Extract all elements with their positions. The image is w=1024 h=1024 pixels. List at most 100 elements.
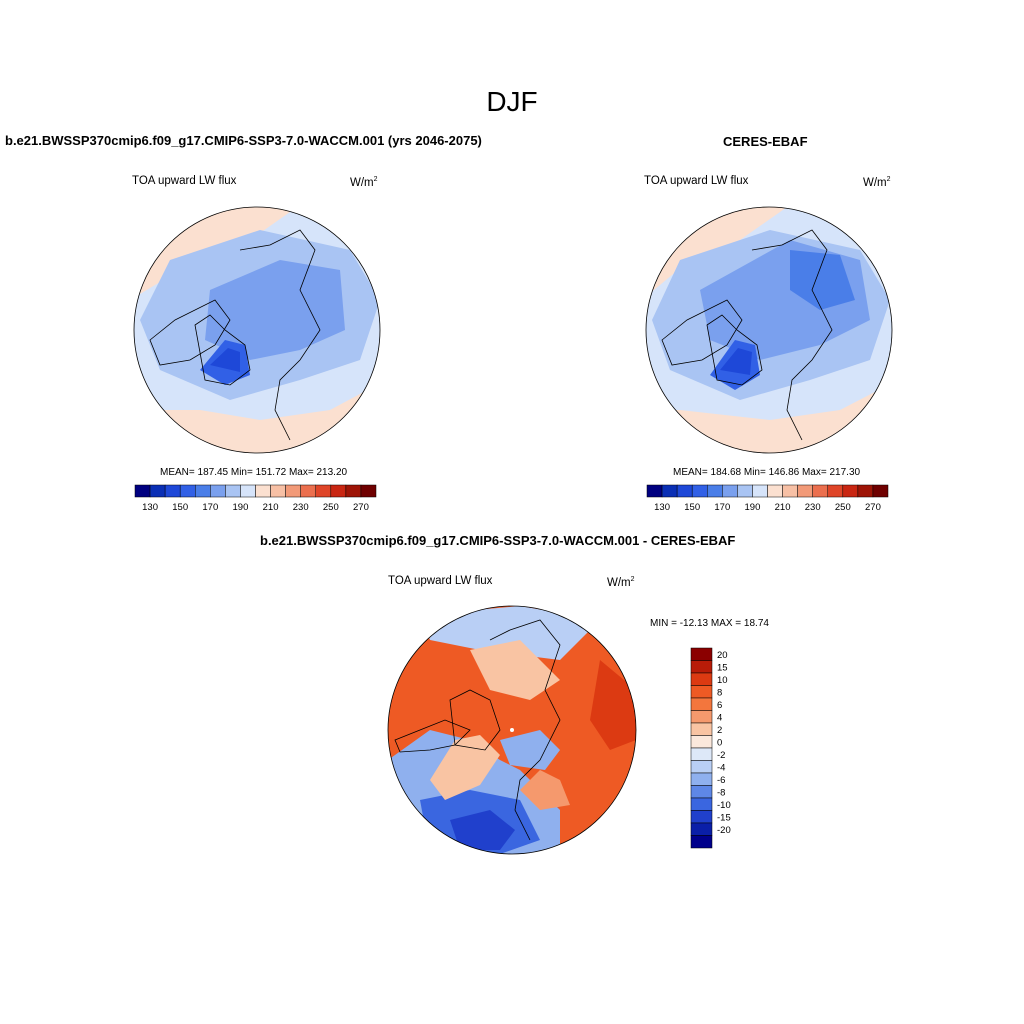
colorbar-swatch [827, 484, 844, 498]
colorbar-swatch [752, 484, 768, 498]
colorbar-swatch [149, 484, 166, 498]
positive-region [520, 770, 570, 810]
pole-marker [510, 728, 514, 732]
negative-region [420, 606, 600, 660]
colorbar-tick-label: 4 [717, 712, 722, 723]
colorbar-swatch [782, 484, 798, 498]
colorbar-swatch [690, 710, 713, 724]
obs-variable-label: TOA upward LW flux [644, 175, 749, 187]
colorbar-tick-label: 2 [717, 725, 722, 736]
model-polar-map [133, 206, 381, 454]
colorbar-swatch [690, 747, 713, 761]
negative-region [450, 810, 515, 850]
coastline [751, 229, 833, 441]
diff-panel-title: b.e21.BWSSP370cmip6.f09_g17.CMIP6-SSP3-7… [260, 533, 736, 548]
coastline [706, 314, 763, 386]
coastline [394, 719, 471, 753]
colorbar-tick-label: 8 [717, 687, 722, 698]
colorbar-swatch [195, 484, 211, 498]
map-outline [645, 206, 893, 454]
colorbar-swatch [690, 797, 713, 811]
colorbar-tick-label: 230 [293, 502, 309, 513]
colorbar-swatch [164, 484, 181, 498]
model-units-label: W/m2 [350, 176, 378, 189]
positive-region [470, 640, 560, 700]
colorbar-swatch [707, 484, 723, 498]
colorbar-tick-label: 270 [353, 502, 369, 513]
figure-title: DJF [486, 86, 538, 117]
obs-units-label: W/m2 [863, 176, 891, 189]
diff-variable-label: TOA upward LW flux [388, 575, 493, 587]
colorbar-tick-label: 250 [323, 502, 339, 513]
colorbar-tick-label: -15 [717, 812, 731, 823]
colorbar-swatch [842, 484, 859, 498]
colorbar-swatch [690, 660, 713, 674]
colorbar-tick-label: 170 [714, 502, 730, 513]
coastline [449, 689, 501, 751]
colorbar-swatch [812, 484, 828, 498]
colorbar-swatch [690, 785, 713, 799]
colorbar-tick-label: -2 [717, 750, 725, 761]
colorbar-swatch [872, 484, 889, 498]
colorbar-swatch [690, 810, 713, 824]
colorbar-swatch [857, 484, 874, 498]
colorbar-swatch [690, 835, 713, 849]
colorbar-swatch [315, 484, 332, 498]
colorbar-swatch [360, 484, 377, 498]
colorbar-tick-label: 130 [142, 502, 158, 513]
colorbar-tick-label: 0 [717, 737, 722, 748]
obs-stats: MEAN= 184.68 Min= 146.86 Max= 217.30 [673, 467, 861, 478]
colorbar-tick-label: 210 [263, 502, 279, 513]
cold-core-region [720, 348, 752, 375]
colorbar-swatch [690, 685, 713, 699]
obs-panel-title: CERES-EBAF [723, 134, 808, 149]
colorbar-swatch [646, 484, 663, 498]
model-variable-label: TOA upward LW flux [132, 175, 237, 187]
colorbar-swatch [690, 722, 713, 736]
colorbar-tick-label: 190 [745, 502, 761, 513]
colorbar-tick-label: 20 [717, 650, 728, 661]
obs-colorbar: 130 150 170 190 210 230 250 270 [646, 484, 889, 513]
colorbar-swatch [661, 484, 678, 498]
colorbar-swatch [210, 484, 226, 498]
colorbar-tick-label: 190 [233, 502, 249, 513]
colorbar-swatch [240, 484, 256, 498]
model-panel-title: b.e21.BWSSP370cmip6.f09_g17.CMIP6-SSP3-7… [5, 133, 482, 148]
coastline [661, 299, 743, 366]
model-stats: MEAN= 187.45 Min= 151.72 Max= 213.20 [160, 467, 348, 478]
colorbar-tick-label: 250 [835, 502, 851, 513]
colorbar-swatch [676, 484, 693, 498]
colorbar-swatch [690, 760, 713, 774]
cool-region [205, 260, 345, 360]
colorbar-swatch [345, 484, 362, 498]
colorbar-swatch [690, 672, 713, 686]
positive-region [430, 735, 500, 800]
colorbar-tick-label: 270 [865, 502, 881, 513]
coastline [149, 299, 231, 366]
colorbar-swatch [330, 484, 347, 498]
map-outline [387, 605, 637, 855]
colorbar-swatch [690, 772, 713, 786]
colorbar-swatch [134, 484, 151, 498]
colorbar-swatch [690, 735, 713, 749]
positive-region [590, 660, 636, 750]
colorbar-swatch [737, 484, 753, 498]
colorbar-swatch [690, 647, 713, 661]
diff-polar-map [387, 605, 637, 855]
colorbar-tick-label: 170 [202, 502, 218, 513]
colorbar-swatch [300, 484, 316, 498]
colorbar-tick-label: 150 [172, 502, 188, 513]
colorbar-swatch [285, 484, 301, 498]
colorbar-swatch [255, 484, 271, 498]
colorbar-swatch [767, 484, 783, 498]
cold-core-region [210, 348, 240, 372]
model-colorbar: 130 150 170 190 210 230 250 270 [134, 484, 377, 513]
colorbar-swatch [691, 484, 708, 498]
negative-region [500, 730, 560, 770]
map-outline [133, 206, 381, 454]
colorbar-tick-label: -8 [717, 787, 725, 798]
colorbar-swatch [797, 484, 813, 498]
colorbar-tick-label: -4 [717, 762, 725, 773]
